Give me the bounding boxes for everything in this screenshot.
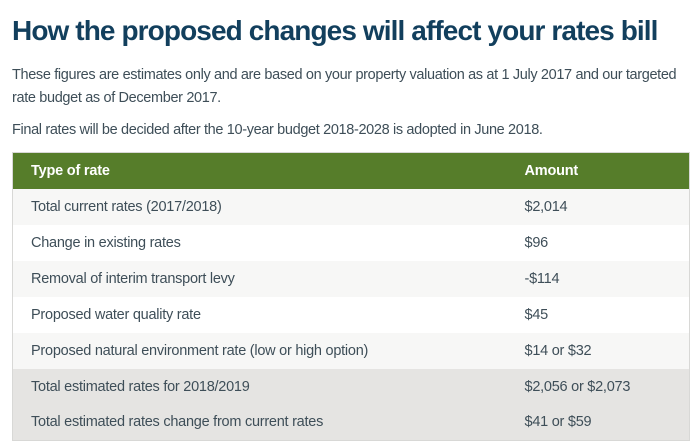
rate-amount-cell: $14 or $32 bbox=[506, 332, 690, 369]
rate-type-cell: Total current rates (2017/2018) bbox=[12, 188, 507, 225]
rate-amount-cell: -$114 bbox=[506, 260, 690, 297]
rate-amount-cell: $45 bbox=[506, 296, 690, 333]
rate-amount-cell: $2,056 or $2,073 bbox=[506, 368, 690, 405]
table-row: Proposed natural environment rate (low o… bbox=[12, 332, 690, 369]
rate-type-cell: Proposed natural environment rate (low o… bbox=[12, 332, 507, 369]
rate-amount-cell: $2,014 bbox=[506, 188, 690, 225]
page-title: How the proposed changes will affect you… bbox=[12, 15, 658, 46]
rate-amount-cell: $96 bbox=[506, 224, 690, 261]
rate-type-cell: Proposed water quality rate bbox=[12, 296, 507, 333]
table-row: Total estimated rates for 2018/2019 $2,05… bbox=[12, 368, 690, 405]
rate-type-cell: Total estimated rates for 2018/2019 bbox=[12, 368, 507, 405]
table-header-row: Type of rate Amount bbox=[12, 152, 690, 189]
rates-table: Type of rate Amount Total current rates … bbox=[12, 152, 690, 441]
table-row: Removal of interim transport levy -$114 bbox=[12, 260, 690, 297]
rate-type-cell: Removal of interim transport levy bbox=[12, 260, 507, 297]
rate-type-cell: Total estimated rates change from curren… bbox=[12, 404, 507, 441]
table-row: Total estimated rates change from curren… bbox=[12, 404, 690, 441]
intro-paragraph-2: Final rates will be decided after the 10… bbox=[12, 122, 543, 138]
intro-paragraph-1: These figures are estimates only and are… bbox=[12, 67, 677, 106]
table-row: Proposed water quality rate $45 bbox=[12, 296, 690, 333]
rate-type-cell: Change in existing rates bbox=[12, 224, 507, 261]
column-header-amount: Amount bbox=[506, 152, 690, 189]
table-row: Total current rates (2017/2018) $2,014 bbox=[12, 188, 690, 225]
table-row: Change in existing rates $96 bbox=[12, 224, 690, 261]
rates-table-body: Total current rates (2017/2018) $2,014 Cha… bbox=[12, 188, 690, 441]
rate-amount-cell: $41 or $59 bbox=[506, 404, 690, 441]
column-header-type-of-rate: Type of rate bbox=[12, 152, 507, 189]
